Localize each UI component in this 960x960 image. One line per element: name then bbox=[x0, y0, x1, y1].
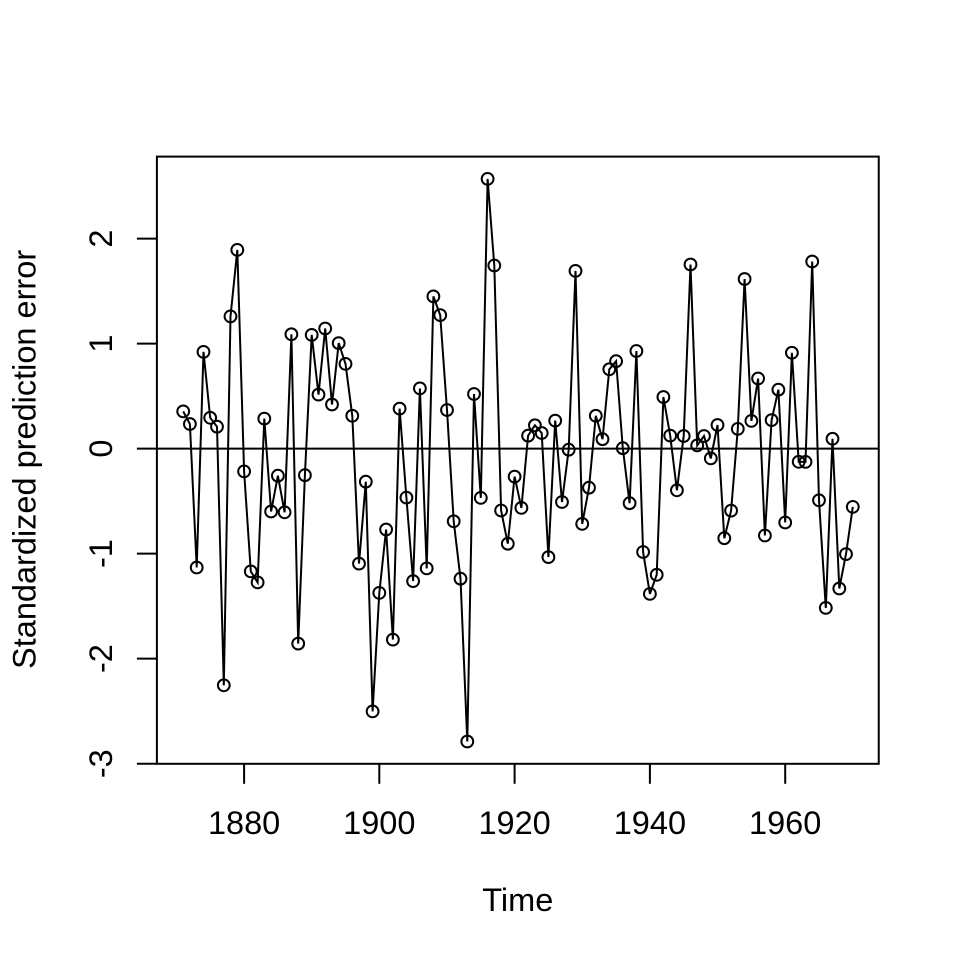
svg-text:-1: -1 bbox=[83, 539, 119, 568]
svg-text:1940: 1940 bbox=[614, 805, 686, 841]
svg-text:0: 0 bbox=[83, 440, 119, 458]
svg-text:1960: 1960 bbox=[749, 805, 821, 841]
svg-text:1: 1 bbox=[83, 335, 119, 353]
svg-text:2: 2 bbox=[83, 230, 119, 248]
svg-text:1900: 1900 bbox=[343, 805, 415, 841]
svg-text:1880: 1880 bbox=[208, 805, 280, 841]
svg-text:Standardized prediction error: Standardized prediction error bbox=[7, 250, 43, 669]
svg-text:-3: -3 bbox=[83, 749, 119, 778]
svg-text:-2: -2 bbox=[83, 644, 119, 673]
svg-text:Time: Time bbox=[482, 882, 553, 918]
svg-text:1920: 1920 bbox=[478, 805, 550, 841]
